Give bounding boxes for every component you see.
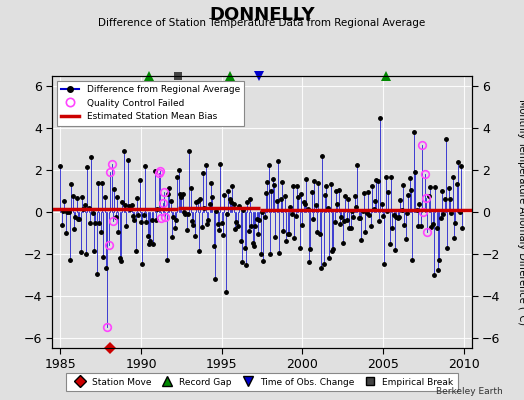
Legend: Station Move, Record Gap, Time of Obs. Change, Empirical Break: Station Move, Record Gap, Time of Obs. C… <box>67 373 457 391</box>
Text: Berkeley Earth: Berkeley Earth <box>436 387 503 396</box>
Text: Difference of Station Temperature Data from Regional Average: Difference of Station Temperature Data f… <box>99 18 425 28</box>
Y-axis label: Monthly Temperature Anomaly Difference (°C): Monthly Temperature Anomaly Difference (… <box>517 99 524 325</box>
Text: DONNELLY: DONNELLY <box>209 6 315 24</box>
